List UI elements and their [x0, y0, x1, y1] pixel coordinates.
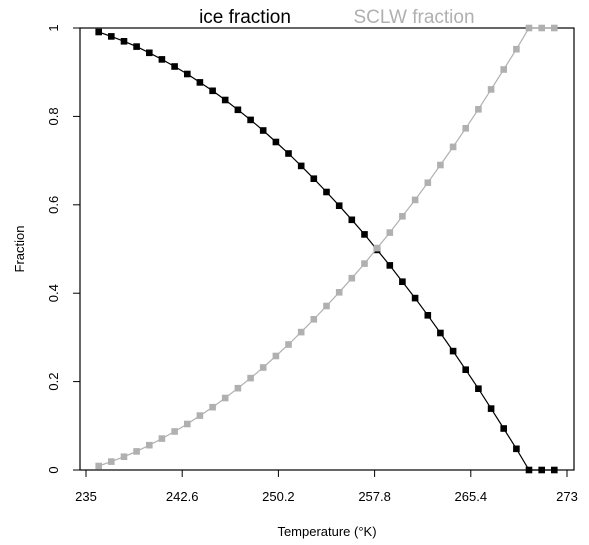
data-point: [146, 49, 153, 57]
data-point: [171, 428, 178, 435]
x-axis: 235 242.6 250.2 257.8 265.4 273: [75, 470, 578, 504]
data-point: [234, 384, 242, 392]
data-point: [95, 28, 102, 36]
y-tick-label: 0.2: [46, 373, 61, 391]
data-point: [158, 435, 166, 442]
data-point: [462, 125, 469, 132]
x-axis-title: Temperature (°K): [277, 524, 376, 539]
data-point: [411, 196, 419, 204]
data-point: [184, 420, 191, 428]
series-sclw-fraction: [95, 24, 558, 470]
data-point: [513, 45, 520, 53]
x-tick-label: 235: [75, 489, 97, 504]
data-point: [310, 316, 318, 323]
data-point: [120, 453, 128, 460]
legend-sclw-fraction: SCLW fraction: [353, 7, 474, 28]
data-point: [272, 138, 280, 146]
data-point: [348, 274, 356, 282]
y-tick-label: 0.8: [46, 107, 61, 125]
data-point: [361, 260, 368, 267]
series-ice-fraction: [95, 28, 558, 474]
data-point: [335, 202, 343, 209]
data-point: [525, 24, 533, 32]
data-point: [221, 96, 229, 104]
data-point: [297, 162, 305, 170]
x-tick-label: 250.2: [262, 489, 295, 504]
x-tick-label: 273: [556, 489, 578, 504]
data-point: [538, 24, 545, 32]
data-point: [209, 87, 216, 95]
y-tick-label: 0.4: [46, 284, 61, 302]
data-point: [551, 24, 558, 32]
y-tick-label: 0.6: [46, 196, 61, 214]
data-point: [259, 364, 267, 371]
y-axis: 0 0.2 0.4 0.6 0.8 1: [46, 24, 80, 474]
data-point: [399, 278, 406, 285]
data-point: [373, 244, 381, 252]
data-point: [361, 231, 368, 238]
data-point: [272, 352, 280, 360]
data-point: [487, 86, 495, 93]
data-point: [133, 448, 140, 455]
data-point: [551, 466, 558, 474]
data-point: [475, 385, 482, 392]
data-point: [120, 38, 128, 45]
data-point: [196, 412, 204, 419]
data-point: [133, 43, 140, 50]
data-point: [424, 179, 432, 186]
data-point: [386, 229, 394, 236]
data-point: [221, 394, 229, 402]
x-tick-label: 257.8: [358, 489, 391, 504]
data-point: [158, 56, 166, 63]
data-point: [462, 366, 469, 373]
data-point: [449, 347, 457, 355]
data-point: [171, 63, 178, 70]
data-point: [234, 106, 242, 114]
data-point: [538, 466, 545, 474]
data-point: [108, 33, 115, 40]
data-point: [500, 66, 507, 73]
data-point: [386, 262, 394, 269]
data-point: [335, 289, 343, 296]
data-point: [323, 188, 330, 196]
data-point: [285, 150, 292, 157]
data-point: [108, 458, 115, 465]
data-point: [525, 466, 533, 474]
data-point: [437, 161, 444, 169]
data-point: [297, 328, 305, 336]
data-point: [247, 116, 254, 124]
data-point: [184, 70, 191, 78]
data-point: [487, 405, 495, 412]
data-point: [196, 79, 204, 86]
y-axis-title: Fraction: [12, 226, 27, 273]
data-point: [475, 106, 482, 113]
y-tick-label: 0: [46, 466, 61, 473]
data-point: [348, 216, 356, 224]
x-tick-label: 265.4: [455, 489, 488, 504]
data-point: [146, 441, 153, 449]
legend-ice-fraction: ice fraction: [199, 7, 291, 28]
data-point: [209, 403, 216, 411]
data-point: [95, 462, 102, 470]
data-point: [500, 425, 507, 432]
x-tick-label: 242.6: [166, 489, 199, 504]
data-point: [424, 312, 432, 319]
data-point: [259, 127, 267, 134]
data-point: [323, 302, 330, 310]
data-point: [285, 341, 292, 348]
data-point: [411, 294, 419, 302]
data-point: [310, 175, 318, 182]
data-point: [513, 445, 520, 453]
y-tick-label: 1: [46, 24, 61, 31]
plot-frame: [79, 27, 575, 471]
data-point: [247, 374, 254, 382]
data-point: [437, 329, 444, 337]
data-point: [449, 143, 457, 151]
data-point: [399, 213, 406, 220]
